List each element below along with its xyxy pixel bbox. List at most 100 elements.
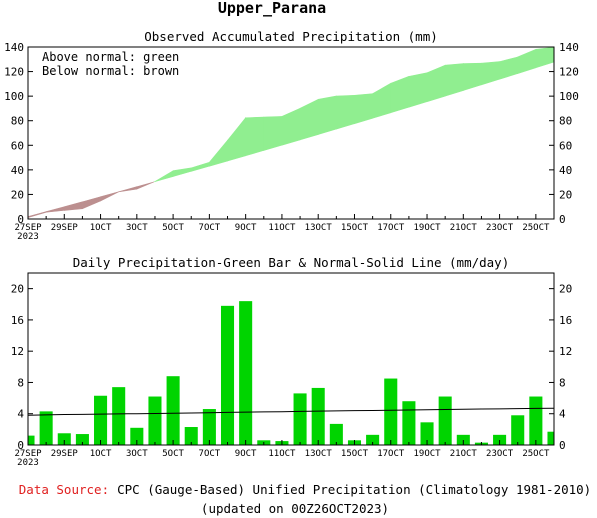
legend-note-below: Below normal: brown: [42, 64, 179, 78]
daily-bar: [547, 431, 554, 445]
accumulated-area-segment: [372, 82, 392, 119]
accumulated-area-segment: [444, 63, 464, 97]
updated-text: (updated on 00Z26OCT2023): [201, 501, 389, 516]
accumulated-area-segment: [154, 170, 174, 183]
accumulated-area-segment: [517, 48, 537, 74]
daily-bar: [366, 434, 380, 445]
y-tick-label-left: 60: [11, 139, 24, 152]
accumulated-area-segment: [190, 161, 210, 172]
y-tick-label-left: 100: [4, 90, 24, 103]
daily-bar: [57, 433, 71, 445]
y-tick-label-left: 16: [11, 314, 24, 327]
x-tick-label: 29SEP: [51, 449, 79, 459]
accumulated-area-segment: [100, 191, 119, 202]
x-tick-label: 21OCT: [450, 449, 478, 459]
x-tick-label: 29SEP: [51, 223, 79, 233]
y-tick-label-right: 16: [559, 314, 572, 327]
accumulated-area-segment: [390, 75, 410, 114]
daily-plot-frame: [27, 272, 555, 446]
accumulated-area-segment: [136, 181, 155, 190]
accumulated-area-segment: [27, 211, 47, 218]
x-tick-year: 2023: [17, 458, 39, 468]
y-tick-label-right: 80: [559, 115, 572, 128]
daily-bar: [511, 415, 525, 445]
y-tick-label-right: 0: [559, 439, 566, 452]
y-tick-label-right: 40: [559, 164, 572, 177]
daily-bar: [166, 376, 180, 445]
accumulated-area-segment: [263, 116, 283, 151]
x-tick-label: 13OCT: [305, 449, 333, 459]
daily-bar: [184, 427, 198, 445]
daily-bar: [402, 401, 416, 445]
x-tick-year: 2023: [17, 232, 39, 242]
x-tick-label: 9OCT: [235, 449, 257, 459]
accumulated-area-segment: [227, 116, 246, 162]
y-tick-label-left: 20: [11, 188, 24, 201]
data-source-label: Data Source:: [19, 482, 109, 497]
x-tick-label: 19OCT: [413, 223, 441, 233]
daily-bar: [311, 387, 325, 445]
y-tick-label-right: 4: [559, 408, 566, 421]
x-tick-label: 13OCT: [305, 223, 333, 233]
y-tick-label-left: 140: [4, 41, 24, 54]
daily-bar: [384, 378, 398, 445]
x-tick-label: 17OCT: [377, 223, 405, 233]
accumulated-area-segment: [463, 62, 482, 91]
accumulated-area-segment: [118, 186, 138, 193]
x-tick-label: 3OCT: [126, 223, 148, 233]
x-tick-label: 23OCT: [486, 223, 514, 233]
y-tick-label-right: 100: [559, 90, 579, 103]
y-tick-label-right: 20: [559, 283, 572, 296]
daily-bar: [529, 396, 543, 445]
daily-bar: [220, 305, 235, 445]
x-tick-label: 15OCT: [341, 223, 369, 233]
y-tick-label-right: 120: [559, 66, 579, 79]
x-tick-label: 11OCT: [268, 223, 296, 233]
accumulated-area-segment: [281, 107, 301, 146]
y-tick-label-right: 0: [559, 213, 566, 226]
x-tick-label: 1OCT: [90, 449, 112, 459]
y-tick-label-left: 80: [11, 115, 24, 128]
y-tick-label-left: 4: [17, 408, 24, 421]
x-tick-label: 9OCT: [235, 223, 257, 233]
x-tick-label: 5OCT: [162, 449, 184, 459]
x-tick-label: 17OCT: [377, 449, 405, 459]
accumulated-area-segment: [426, 64, 446, 103]
x-tick-label: 21OCT: [450, 223, 478, 233]
x-tick-label: 5OCT: [162, 223, 184, 233]
data-source-text: CPC (Gauge-Based) Unified Precipitation …: [117, 482, 591, 497]
accumulated-area-segment: [535, 46, 555, 69]
accumulated-chart-title: Observed Accumulated Precipitation (mm): [144, 29, 438, 44]
x-tick-label: 25OCT: [522, 223, 550, 233]
accumulated-area-segment: [172, 167, 192, 177]
x-tick-label: 23OCT: [486, 449, 514, 459]
y-tick-label-left: 20: [11, 283, 24, 296]
daily-bar: [329, 423, 343, 445]
accumulated-area-segment: [209, 139, 228, 167]
x-tick-label: 7OCT: [199, 223, 221, 233]
daily-y-axis: 0 0 4 4 8 8 12 12 16 16 20 20: [11, 283, 573, 452]
x-tick-label: 7OCT: [199, 449, 221, 459]
daily-bar: [239, 301, 253, 445]
accumulated-area-segment: [245, 116, 265, 157]
x-tick-label: 27SEP: [14, 449, 42, 459]
daily-bar: [130, 427, 144, 445]
daily-bars: [28, 301, 554, 445]
x-tick-label: 3OCT: [126, 449, 148, 459]
accumulated-area-segment: [63, 201, 83, 211]
daily-bar: [94, 395, 108, 445]
daily-bar: [39, 411, 53, 445]
x-tick-label: 11OCT: [268, 449, 296, 459]
y-tick-label-left: 40: [11, 164, 24, 177]
daily-bar: [438, 396, 452, 445]
data-source-line: Data Source: CPC (Gauge-Based) Unified Pr…: [19, 482, 591, 497]
y-tick-label-right: 60: [559, 139, 572, 152]
daily-chart-title: Daily Precipitation-Green Bar & Normal-S…: [73, 255, 510, 270]
accumulated-y-axis: 0 0 20 20 40 40 60 60 80 80 100 100 120 120 140 140: [4, 41, 579, 226]
x-tick-label: 19OCT: [413, 449, 441, 459]
y-tick-label-right: 20: [559, 188, 572, 201]
daily-bar: [420, 422, 434, 445]
daily-bar: [112, 387, 126, 445]
daily-bar: [493, 434, 507, 445]
